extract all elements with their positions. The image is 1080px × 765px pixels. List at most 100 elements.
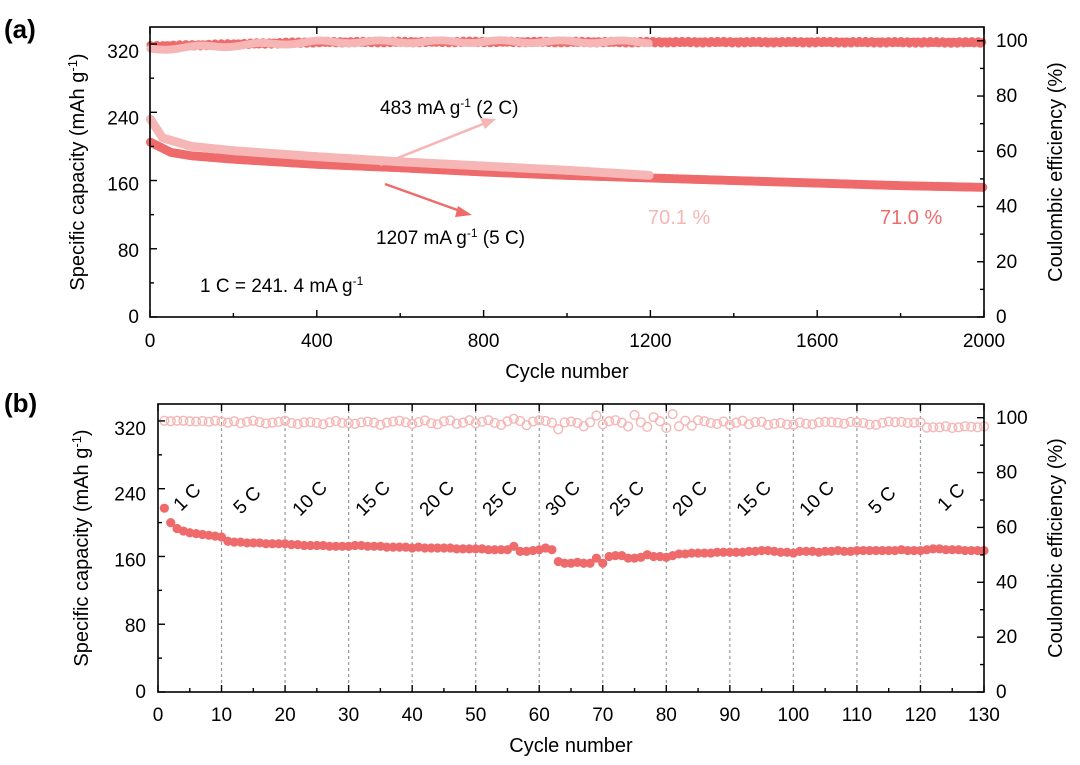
ce-point — [324, 417, 335, 428]
capacity-point — [757, 545, 767, 556]
ce-point — [769, 418, 780, 429]
ce-point — [559, 417, 570, 428]
y-right-tick-label: 40 — [996, 572, 1017, 593]
ce-point — [267, 417, 278, 428]
capacity-point — [363, 541, 373, 551]
ce-point — [705, 417, 716, 429]
capacity-point — [452, 544, 462, 554]
capacity-point — [903, 545, 913, 556]
ce-point — [241, 416, 253, 427]
panel-b-rate-labels: 1 C 5 C 10 C 15 C 20 C 25 C 30 C 25 C 20… — [170, 477, 970, 520]
capacity-point — [432, 543, 443, 553]
ce-point — [305, 417, 316, 428]
y-right-tick-label: 60 — [996, 141, 1017, 162]
y-left-tick-label: 320 — [107, 42, 139, 63]
ce-point — [394, 415, 405, 426]
ce-point — [572, 417, 583, 429]
panel-a-y-left-tick-labels: 0 80 160 240 320 — [107, 42, 139, 328]
ce-point — [235, 418, 246, 429]
capacity-point — [591, 553, 602, 563]
rate-label: 10 C — [796, 477, 839, 520]
ce-point — [800, 418, 812, 429]
ce-point — [292, 418, 303, 430]
ce-point — [248, 415, 259, 426]
ce-point — [889, 417, 901, 428]
capacity-point — [839, 546, 849, 556]
ce-point — [426, 418, 437, 429]
ce-point — [318, 419, 329, 430]
ce-point — [591, 410, 602, 421]
ce-point — [686, 420, 697, 431]
ce-point — [673, 421, 685, 432]
x-tick-label: 100 — [778, 705, 810, 726]
series-coulombic-efficiency — [159, 409, 990, 435]
ce-point — [959, 421, 971, 432]
ce-point — [584, 417, 596, 428]
capacity-point — [795, 546, 805, 556]
ce-point — [527, 416, 538, 427]
ce-point — [629, 409, 640, 421]
ce-point — [464, 415, 475, 426]
panel-b-x-tick-labels: 0 10 20 30 40 50 60 70 80 90 100 110 120… — [153, 705, 1000, 726]
ce-2c-point — [644, 39, 653, 48]
ce-point — [699, 416, 710, 427]
ce-point — [610, 415, 621, 426]
ce-point — [731, 417, 742, 428]
y-right-tick-label: 20 — [996, 252, 1017, 273]
x-tick-label: 130 — [968, 705, 1000, 726]
panel-b-x-axis-title: Cycle number — [509, 735, 633, 757]
ce-5c-point — [978, 38, 987, 47]
ce-point — [362, 416, 373, 427]
ce-point — [680, 415, 691, 426]
panel-a-series — [145, 36, 988, 192]
capacity-point — [337, 541, 347, 551]
x-tick-label: 1200 — [629, 331, 671, 352]
ce-point — [407, 418, 418, 430]
y-right-tick-label: 100 — [996, 408, 1028, 429]
capacity-point — [324, 541, 335, 551]
ce-point — [781, 419, 793, 430]
ce-point — [451, 418, 462, 429]
ce-point — [419, 415, 430, 426]
capacity-point — [166, 517, 176, 528]
capacity-point — [274, 539, 284, 549]
panel-b-y-right-tick-labels: 0 20 40 60 80 100 — [996, 408, 1028, 703]
ce-point — [381, 417, 392, 428]
series-capacity-5c — [145, 137, 988, 192]
panel-a-y-right-tick-labels: 0 20 40 60 80 100 — [996, 31, 1028, 328]
y-left-tick-label: 240 — [114, 485, 146, 506]
capacity-point — [776, 547, 786, 557]
ce-point — [368, 417, 380, 428]
ce-point — [604, 416, 615, 427]
ce-point — [953, 422, 964, 433]
capacity-point — [801, 546, 811, 556]
series-specific-capacity — [159, 503, 989, 568]
capacity-point — [229, 537, 239, 547]
ce-point — [635, 417, 646, 428]
capacity-5c-point — [978, 182, 988, 192]
ce-point — [165, 416, 176, 427]
rate-label: 25 C — [606, 477, 649, 520]
capacity-point — [159, 503, 169, 513]
ce-point — [540, 415, 551, 427]
ce-point — [883, 416, 894, 427]
capacity-2c-point — [644, 170, 654, 180]
y-left-tick-label: 0 — [135, 682, 146, 703]
ce-point — [756, 416, 767, 427]
capacity-point — [471, 544, 481, 554]
ce-point — [642, 421, 653, 432]
panel-a-ticks — [149, 27, 985, 318]
capacity-point — [884, 545, 894, 556]
capacity-point — [718, 547, 729, 557]
ce-point — [457, 417, 469, 428]
x-tick-label: 10 — [211, 705, 232, 726]
x-tick-label: 70 — [592, 705, 613, 726]
capacity-point — [674, 549, 684, 559]
ce-point — [928, 422, 939, 433]
panel-b-label: (b) — [4, 388, 37, 418]
capacity-point — [585, 558, 595, 568]
ce-point — [864, 419, 875, 430]
ce-point — [375, 419, 386, 430]
ce-point — [311, 417, 322, 429]
